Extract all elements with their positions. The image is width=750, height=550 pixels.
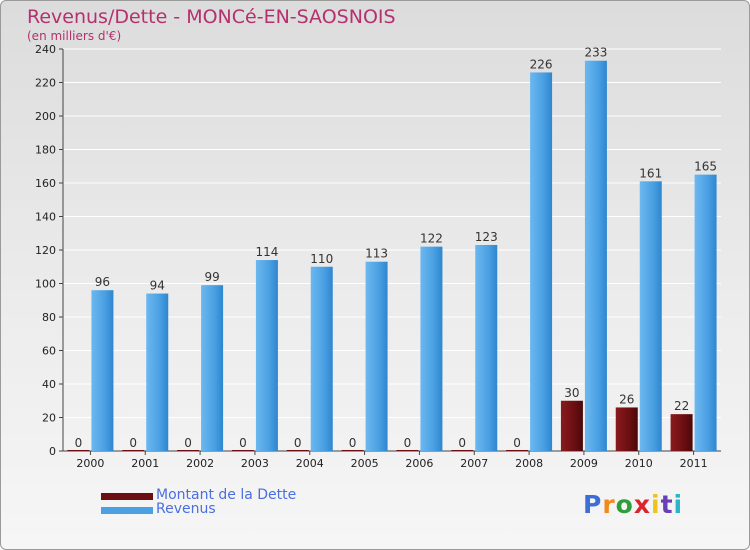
bar-debt <box>122 450 145 451</box>
logo-letter: x <box>633 490 651 519</box>
y-tick-label: 20 <box>42 412 56 425</box>
data-label-debt: 0 <box>404 436 412 450</box>
data-label-revenue: 226 <box>530 57 553 71</box>
data-label-revenue: 122 <box>420 232 443 246</box>
x-tick-label: 2002 <box>186 457 214 470</box>
data-label-debt: 0 <box>458 436 466 450</box>
y-tick-label: 120 <box>35 244 56 257</box>
data-label-revenue: 94 <box>150 279 165 293</box>
data-label-revenue: 123 <box>475 230 498 244</box>
x-tick-label: 2011 <box>680 457 708 470</box>
chart-subtitle: (en milliers d'€) <box>27 29 122 43</box>
y-tick-label: 240 <box>35 43 56 56</box>
data-label-revenue: 113 <box>365 247 388 261</box>
bar-debt <box>177 450 200 451</box>
data-label-revenue: 96 <box>95 275 110 289</box>
x-tick-label: 2008 <box>515 457 543 470</box>
bar-revenue <box>365 261 388 451</box>
data-label-debt: 30 <box>564 386 579 400</box>
bar-revenue <box>475 244 498 451</box>
data-label-debt: 0 <box>129 436 137 450</box>
data-label-debt: 0 <box>349 436 357 450</box>
legend-swatch-revenue <box>101 507 153 514</box>
y-tick-label: 140 <box>35 211 56 224</box>
logo-letter: t <box>660 490 674 519</box>
bar-revenue <box>530 72 553 451</box>
legend-label-revenue: Revenus <box>156 501 216 517</box>
data-label-debt: 22 <box>674 399 689 413</box>
data-label-revenue: 165 <box>694 160 717 174</box>
x-tick-label: 2000 <box>76 457 104 470</box>
data-label-debt: 0 <box>75 436 83 450</box>
x-tick-label: 2006 <box>405 457 433 470</box>
x-tick-label: 2001 <box>131 457 159 470</box>
bar-debt <box>451 450 474 451</box>
x-tick-label: 2003 <box>241 457 269 470</box>
bar-revenue <box>639 181 662 451</box>
logo-letter: r <box>602 490 616 519</box>
bar-revenue <box>201 285 224 451</box>
bar-debt <box>286 450 309 451</box>
x-tick-label: 2004 <box>296 457 324 470</box>
bar-revenue <box>584 60 607 451</box>
logo-letter: P <box>583 490 603 519</box>
chart-title: Revenus/Dette - MONCé-EN-SAOSNOIS <box>27 6 396 28</box>
bar-revenue <box>146 293 169 451</box>
bar-revenue <box>420 246 443 451</box>
y-tick-label: 180 <box>35 144 56 157</box>
data-label-debt: 0 <box>294 436 302 450</box>
bar-revenue <box>694 174 717 451</box>
bar-debt <box>560 400 583 451</box>
data-label-debt: 0 <box>239 436 247 450</box>
bar-debt <box>615 407 638 451</box>
bar-revenue <box>91 290 114 451</box>
data-label-revenue: 99 <box>204 270 219 284</box>
bar-debt <box>341 450 364 451</box>
legend-swatch-debt <box>101 493 153 500</box>
proxiti-logo: Proxiti <box>583 490 683 519</box>
bar-debt <box>506 450 529 451</box>
y-tick-label: 100 <box>35 278 56 291</box>
x-tick-label: 2005 <box>351 457 379 470</box>
logo-letter: i <box>673 490 684 519</box>
data-label-revenue: 110 <box>310 252 333 266</box>
data-label-debt: 0 <box>184 436 192 450</box>
data-label-debt: 0 <box>513 436 521 450</box>
data-label-debt: 26 <box>619 392 634 406</box>
bar-revenue <box>310 266 333 451</box>
y-tick-label: 220 <box>35 77 56 90</box>
bar-debt <box>670 414 693 451</box>
bar-debt <box>67 450 90 451</box>
y-tick-label: 0 <box>49 445 56 458</box>
data-label-revenue: 114 <box>255 245 278 259</box>
y-tick-label: 80 <box>42 311 56 324</box>
bar-debt <box>231 450 254 451</box>
data-label-revenue: 161 <box>639 166 662 180</box>
x-tick-label: 2010 <box>625 457 653 470</box>
y-tick-label: 40 <box>42 378 56 391</box>
x-tick-label: 2007 <box>460 457 488 470</box>
y-tick-label: 160 <box>35 177 56 190</box>
bar-debt <box>396 450 419 451</box>
x-tick-label: 2009 <box>570 457 598 470</box>
bar-revenue <box>255 260 278 451</box>
logo-letter: o <box>615 490 634 519</box>
y-tick-label: 60 <box>42 345 56 358</box>
y-tick-label: 200 <box>35 110 56 123</box>
logo-letter: i <box>651 490 661 519</box>
data-label-revenue: 233 <box>584 46 607 60</box>
legend-label-debt: Montant de la Dette <box>156 487 297 503</box>
